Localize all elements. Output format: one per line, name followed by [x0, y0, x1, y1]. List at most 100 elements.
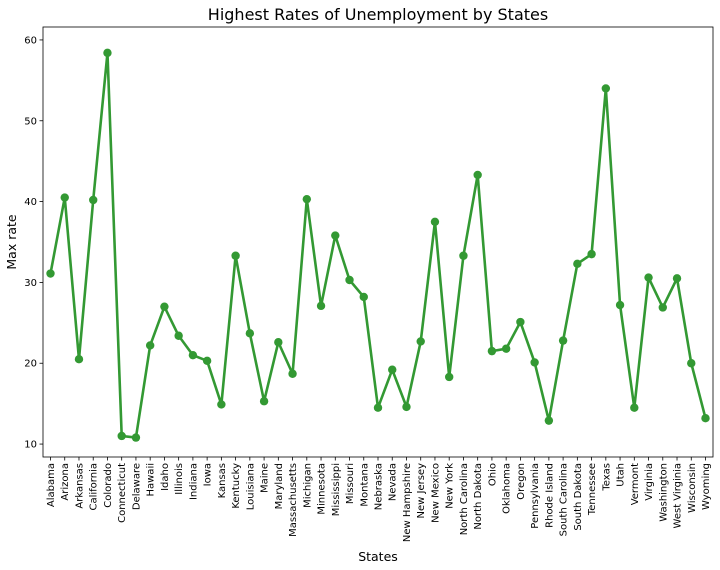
- x-tick-label: New Jersey: [416, 463, 427, 519]
- data-point: [331, 231, 340, 240]
- data-point: [630, 403, 639, 412]
- data-point: [530, 358, 539, 367]
- axis-ticks: 10 20 30 40 50 60 Alabama Arizona Arkansas Califo…: [24, 35, 712, 542]
- x-tick-label: Montana: [359, 463, 370, 507]
- x-tick-label: Illinois: [174, 463, 185, 495]
- data-point: [145, 341, 155, 350]
- data-point: [46, 269, 55, 278]
- x-tick-label: Tennessee: [587, 463, 598, 516]
- data-point: [160, 302, 169, 311]
- y-tick-label: 50: [24, 116, 37, 127]
- data-point: [188, 350, 198, 360]
- data-point: [701, 414, 710, 423]
- x-tick-label: Utah: [616, 463, 627, 487]
- x-tick-label: Iowa: [203, 463, 214, 486]
- data-point: [288, 369, 297, 378]
- x-tick-label: Virginia: [644, 463, 655, 501]
- x-tick-label: Hawaii: [146, 463, 157, 497]
- x-tick-label: Mississippi: [331, 463, 342, 516]
- data-point: [345, 275, 354, 285]
- data-point: [259, 397, 269, 406]
- x-tick-label: Michigan: [302, 463, 313, 508]
- x-tick-label: Alabama: [46, 463, 57, 507]
- data-point: [74, 354, 84, 364]
- x-tick-label: New Mexico: [430, 463, 441, 523]
- x-tick-label: Kentucky: [231, 463, 242, 509]
- x-tick-label: South Carolina: [559, 463, 570, 536]
- x-tick-label: Washington: [658, 463, 669, 522]
- data-point: [672, 274, 682, 283]
- data-point: [316, 301, 326, 311]
- x-tick-label: Texas: [601, 463, 612, 492]
- series-line: [49, 51, 707, 439]
- data-point: [573, 259, 582, 269]
- x-axis-label: States: [358, 549, 398, 564]
- data-point: [89, 195, 98, 205]
- data-point: [274, 338, 283, 347]
- data-point: [174, 331, 183, 340]
- data-point: [615, 300, 625, 310]
- x-tick-label: Massachusetts: [288, 463, 299, 537]
- x-tick-label: Oklahoma: [502, 463, 513, 514]
- data-point: [558, 336, 568, 345]
- x-tick-label: Idaho: [160, 463, 171, 491]
- x-tick-label: North Dakota: [473, 463, 484, 530]
- data-point: [131, 433, 141, 442]
- data-point: [302, 194, 312, 204]
- x-tick-label: Indiana: [188, 463, 199, 500]
- x-tick-label: Pennsylvania: [530, 463, 541, 529]
- x-tick-label: Connecticut: [117, 463, 128, 523]
- x-tick-label: Arkansas: [74, 463, 85, 509]
- data-point: [103, 48, 112, 58]
- x-tick-label: Ohio: [487, 463, 498, 486]
- y-tick-label: 40: [24, 197, 37, 208]
- x-tick-label: Maine: [260, 463, 271, 493]
- y-tick-label: 30: [24, 278, 37, 289]
- data-point: [117, 431, 126, 441]
- x-tick-label: California: [89, 463, 100, 511]
- series: [46, 48, 710, 442]
- x-tick-label: Oregon: [516, 463, 527, 500]
- data-point: [373, 403, 383, 412]
- data-point: [473, 170, 482, 180]
- x-tick-label: Delaware: [131, 463, 142, 510]
- x-tick-label: Nevada: [388, 463, 399, 501]
- data-point: [202, 356, 212, 366]
- data-point: [430, 217, 440, 226]
- data-point: [359, 292, 368, 302]
- x-tick-label: Colorado: [103, 463, 114, 508]
- data-point: [217, 400, 226, 409]
- data-point: [544, 416, 554, 425]
- x-tick-label: New York: [445, 463, 456, 509]
- x-tick-label: Wisconsin: [687, 463, 698, 513]
- x-tick-label: Wyoming: [701, 463, 712, 510]
- data-point: [601, 84, 611, 93]
- x-tick-label: North Carolina: [459, 463, 470, 535]
- data-point: [444, 372, 454, 382]
- x-tick-label: Louisiana: [245, 463, 256, 510]
- x-tick-label: Nebraska: [374, 463, 385, 510]
- data-point: [416, 337, 425, 346]
- chart-title: Highest Rates of Unemployment by States: [208, 5, 548, 24]
- data-point: [587, 249, 596, 259]
- data-point: [501, 344, 511, 353]
- x-tick-label: Arizona: [60, 463, 71, 501]
- data-point: [516, 317, 525, 327]
- y-axis-label: Max rate: [4, 214, 19, 270]
- data-point: [687, 359, 696, 368]
- data-point: [644, 273, 653, 282]
- x-tick-label: Rhode Island: [544, 463, 555, 528]
- data-point: [459, 251, 468, 260]
- x-tick-label: Minnesota: [317, 463, 328, 515]
- data-point: [231, 251, 240, 260]
- x-tick-label: Missouri: [345, 463, 356, 504]
- y-tick-label: 10: [24, 440, 37, 451]
- y-tick-label: 20: [24, 359, 37, 370]
- data-point: [658, 303, 667, 312]
- data-point: [487, 346, 497, 356]
- x-tick-label: West Virginia: [673, 463, 684, 528]
- x-tick-label: Kansas: [217, 463, 228, 498]
- x-tick-label: South Dakota: [573, 463, 584, 531]
